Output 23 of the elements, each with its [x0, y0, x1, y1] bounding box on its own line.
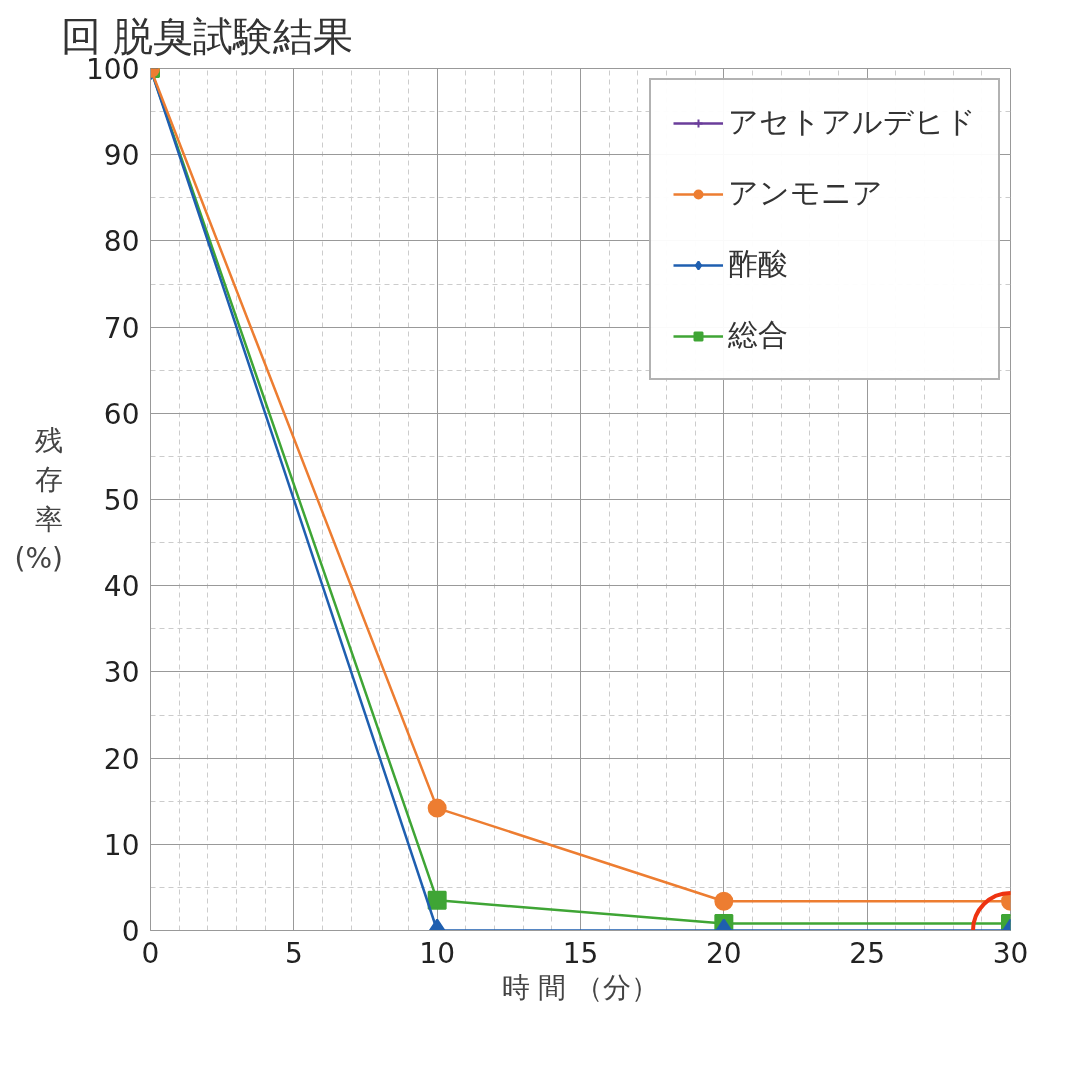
x-tick-label: 15 [562, 936, 599, 970]
x-axis-title: 時 間 （分） [501, 970, 660, 1004]
y-tick-label: 10 [103, 828, 140, 862]
legend-label: 総合 [728, 316, 788, 354]
y-axis-title: 残存率(%) [14, 423, 64, 576]
x-tick-label: 25 [849, 936, 885, 970]
legend-label: アセトアルデヒド [728, 103, 976, 141]
point [427, 890, 447, 910]
legend-label: 酢酸 [728, 245, 788, 283]
y-tick-label: 0 [121, 915, 140, 948]
y-tick-label: 60 [103, 397, 140, 431]
y-tick-label: 70 [103, 311, 140, 345]
x-tick-label: 20 [706, 936, 742, 970]
x-tick-label: 30 [992, 936, 1029, 970]
x-tick-label: 5 [284, 936, 303, 970]
y-tick-label: 80 [103, 225, 140, 259]
y-tick-label: 30 [103, 656, 140, 690]
y-tick-label: 40 [103, 570, 140, 604]
y-tick-label: 20 [103, 742, 140, 776]
y-tick-label: 50 [103, 484, 140, 517]
x-tick-label: 10 [419, 936, 455, 970]
legend-label: アンモニア [728, 174, 883, 212]
y-tick-label: 90 [103, 139, 140, 173]
